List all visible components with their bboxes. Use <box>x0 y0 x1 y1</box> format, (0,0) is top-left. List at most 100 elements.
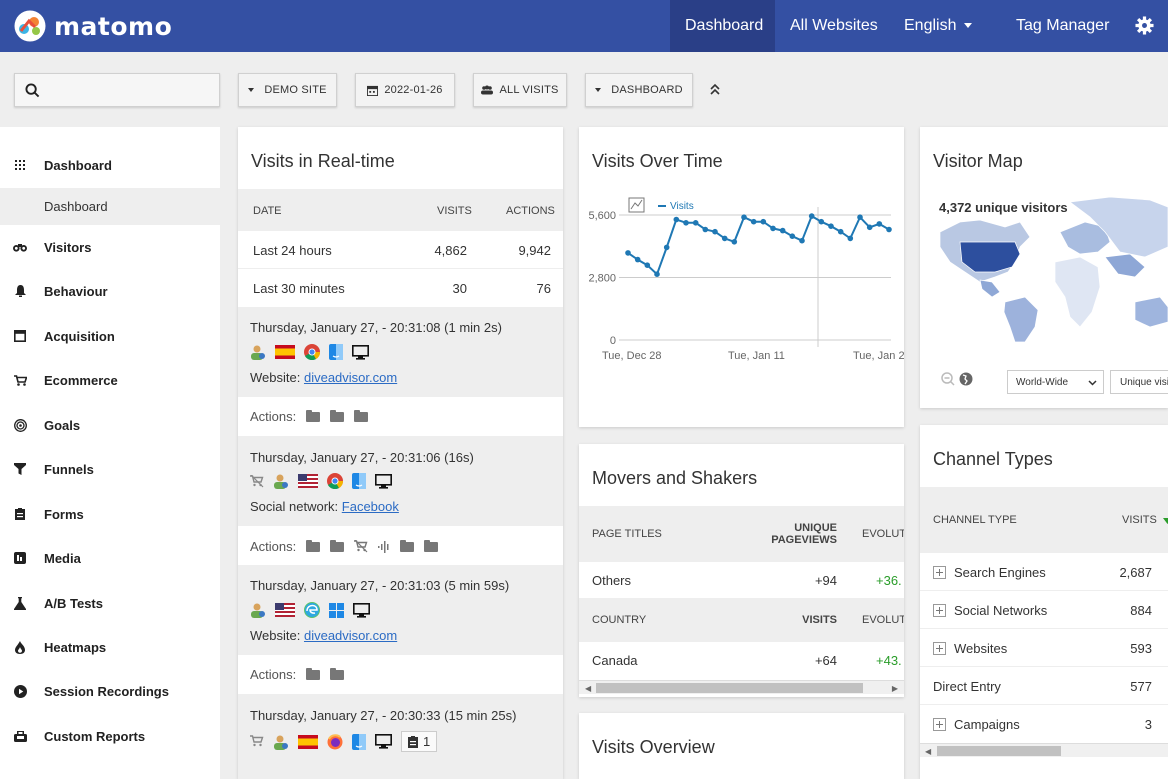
table-row[interactable]: Direct Entry 577 <box>920 667 1168 705</box>
column-header[interactable]: COUNTRY <box>592 614 647 626</box>
data-point[interactable] <box>760 218 767 225</box>
map-region-mexico[interactable] <box>979 279 1001 298</box>
visit-entry[interactable]: Thursday, January 27, - 20:31:06 (16s) S… <box>238 436 563 526</box>
visitor-profile-icon[interactable] <box>250 344 266 360</box>
nav-dashboard[interactable]: Dashboard <box>670 0 775 52</box>
data-point[interactable] <box>770 225 776 232</box>
referrer-link[interactable]: diveadvisor.com <box>303 370 398 385</box>
data-point[interactable] <box>837 228 844 235</box>
folder-icon[interactable] <box>330 409 345 422</box>
visitor-profile-icon[interactable] <box>273 734 289 750</box>
visit-entry[interactable]: Thursday, January 27, - 20:31:08 (1 min … <box>238 307 563 397</box>
column-header[interactable]: ACTIONS <box>506 205 555 217</box>
map-region-africa[interactable] <box>1054 256 1101 328</box>
gear-icon[interactable] <box>1135 16 1154 35</box>
data-point[interactable] <box>857 214 863 220</box>
nav-language[interactable]: English <box>889 0 987 52</box>
data-point[interactable] <box>702 226 709 233</box>
sidebar-item-ecommerce[interactable]: Ecommerce <box>0 365 220 395</box>
horizontal-scrollbar[interactable]: ◀ ▶ <box>579 680 904 694</box>
region-select[interactable]: World-Wide <box>1007 370 1104 394</box>
expand-icon[interactable] <box>933 718 946 731</box>
map-region-asia[interactable] <box>1069 196 1168 258</box>
cart-abandoned-icon[interactable] <box>354 540 368 553</box>
data-point[interactable] <box>712 228 718 235</box>
data-point[interactable] <box>654 271 660 277</box>
visit-entry[interactable]: Thursday, January 27, - 20:31:03 (5 min … <box>238 565 563 655</box>
map-region-europe[interactable] <box>1059 221 1111 255</box>
legend-label[interactable]: Visits <box>670 201 694 212</box>
table-row[interactable]: Others +94 +36. <box>579 562 904 598</box>
data-point[interactable] <box>731 239 738 245</box>
folder-icon[interactable] <box>306 539 321 552</box>
sidebar-item-acquisition[interactable]: Acquisition <box>0 321 220 351</box>
audio-icon[interactable] <box>378 540 390 553</box>
world-map[interactable] <box>920 192 1168 352</box>
data-point[interactable] <box>808 213 815 219</box>
sort-desc-icon[interactable] <box>1163 518 1168 524</box>
table-row[interactable]: Websites 593 <box>920 629 1168 667</box>
column-header[interactable]: EVOLUTI <box>862 614 904 626</box>
column-header[interactable]: VISITS <box>802 614 837 626</box>
data-point[interactable] <box>692 220 699 226</box>
globe-icon[interactable] <box>959 372 973 386</box>
column-header[interactable]: EVOLUTI <box>862 528 904 540</box>
visitor-profile-icon[interactable] <box>273 473 289 489</box>
folder-icon[interactable] <box>330 539 345 552</box>
data-point[interactable] <box>741 214 747 220</box>
referrer-link[interactable]: Facebook <box>341 499 399 514</box>
data-point[interactable] <box>663 244 670 251</box>
referrer-link[interactable]: diveadvisor.com <box>303 628 398 643</box>
data-point[interactable] <box>876 221 883 227</box>
data-point[interactable] <box>847 235 854 242</box>
matomo-logo[interactable]: matomo <box>14 10 172 42</box>
scroll-left-icon[interactable]: ◀ <box>925 747 932 756</box>
table-row[interactable]: Canada +64 +43. <box>579 642 904 680</box>
folder-icon[interactable] <box>306 409 321 422</box>
map-region-south-america[interactable] <box>1003 296 1039 343</box>
table-row[interactable]: Social Networks 884 <box>920 591 1168 629</box>
folder-icon[interactable] <box>354 409 369 422</box>
collapse-icon[interactable] <box>709 82 721 96</box>
metric-select[interactable]: Unique visi <box>1110 370 1168 394</box>
visits-line-chart[interactable]: 5,600 2,800 0 Tue, Dec 28 Tue, Jan 11 Tu… <box>579 187 904 427</box>
table-row[interactable]: Last 24 hours 4,862 9,942 <box>238 231 563 269</box>
folder-icon[interactable] <box>306 667 321 680</box>
sidebar-item-custom-reports[interactable]: Custom Reports <box>0 721 220 751</box>
sidebar-item-funnels[interactable]: Funnels <box>0 454 220 484</box>
site-selector[interactable]: DEMO SITE <box>238 73 337 107</box>
segment-selector[interactable]: ALL VISITS <box>473 73 567 107</box>
data-point[interactable] <box>886 226 892 233</box>
column-header[interactable]: CHANNEL TYPE <box>933 514 1017 526</box>
data-point[interactable] <box>625 250 631 256</box>
table-row[interactable]: Campaigns 3 <box>920 705 1168 743</box>
scrollbar-thumb[interactable] <box>937 746 1061 756</box>
map-region-india[interactable] <box>1104 253 1146 278</box>
zoom-out-icon[interactable] <box>941 372 955 386</box>
visitor-profile-icon[interactable] <box>250 602 266 618</box>
expand-icon[interactable] <box>933 604 946 617</box>
data-point[interactable] <box>721 235 728 242</box>
nav-all-websites[interactable]: All Websites <box>790 17 878 34</box>
data-point[interactable] <box>799 237 805 244</box>
sidebar-item-behaviour[interactable]: Behaviour <box>0 276 220 306</box>
pageviews-badge[interactable]: 1 <box>401 731 438 752</box>
search-box[interactable] <box>14 73 220 107</box>
expand-icon[interactable] <box>933 566 946 579</box>
column-header[interactable]: UNIQUE PAGEVIEWS <box>771 522 837 546</box>
data-point[interactable] <box>683 220 689 226</box>
data-point[interactable] <box>644 262 651 268</box>
chart-type-icon[interactable] <box>628 197 645 213</box>
sidebar-item-media[interactable]: Media <box>0 543 220 573</box>
table-row[interactable]: Search Engines 2,687 <box>920 553 1168 591</box>
column-header[interactable]: PAGE TITLES <box>592 528 662 540</box>
scrollbar-thumb[interactable] <box>596 683 863 693</box>
map-region-australia[interactable] <box>1134 296 1168 328</box>
folder-icon[interactable] <box>400 539 415 552</box>
sidebar-item-heatmaps[interactable]: Heatmaps <box>0 632 220 662</box>
sidebar-item-goals[interactable]: Goals <box>0 410 220 440</box>
scroll-right-icon[interactable]: ▶ <box>891 684 898 693</box>
sidebar-item-ab-tests[interactable]: A/B Tests <box>0 588 220 618</box>
sidebar-subitem-dashboard[interactable]: Dashboard <box>0 188 220 225</box>
folder-icon[interactable] <box>424 539 439 552</box>
